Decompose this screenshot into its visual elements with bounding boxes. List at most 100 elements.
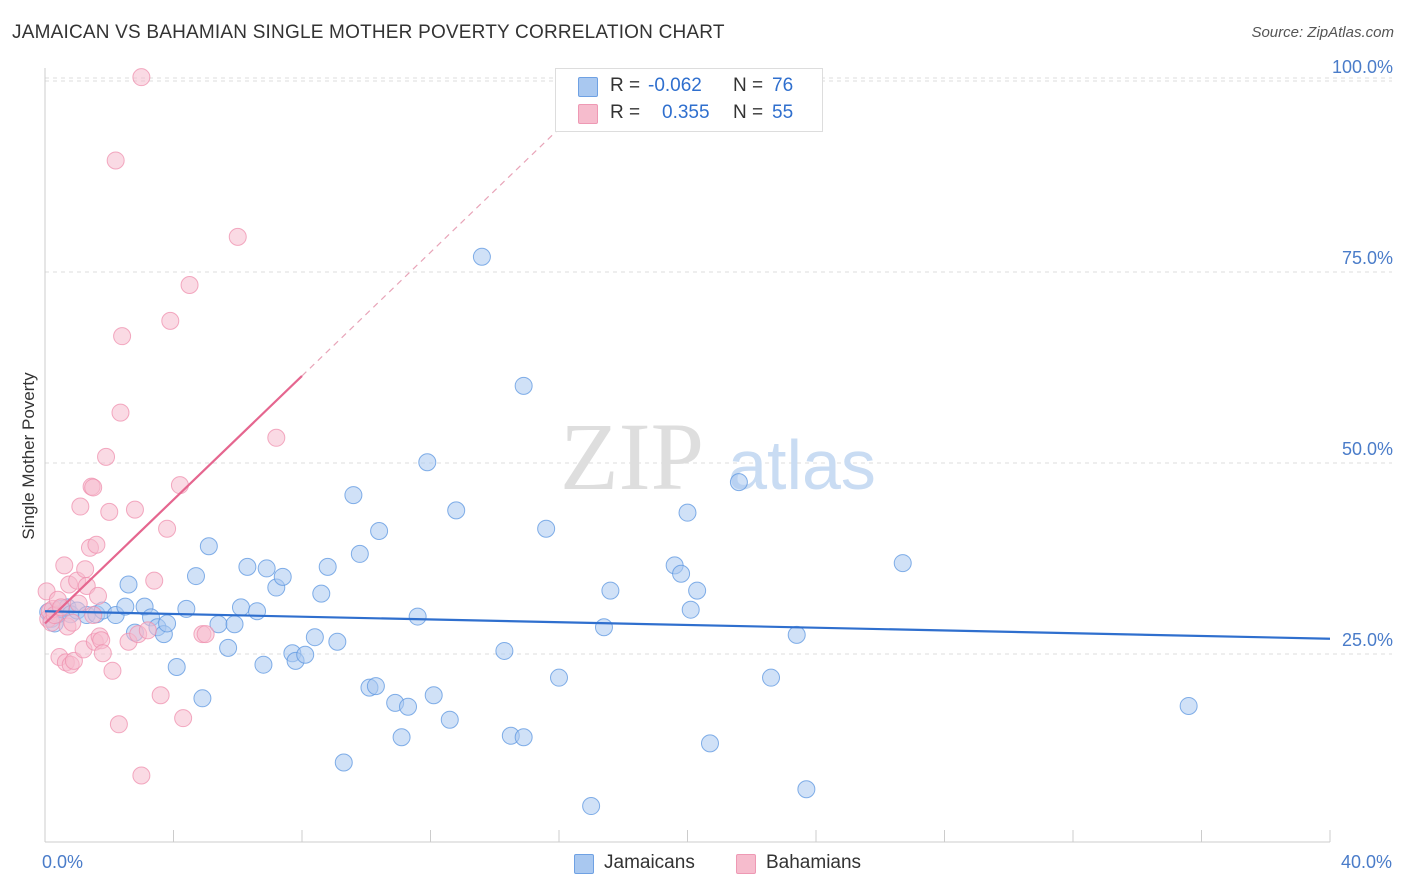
data-point	[116, 597, 135, 616]
correlation-legend: R = -0.062 N = 76 R = 0.355 N = 55	[555, 68, 823, 132]
data-point	[100, 502, 119, 521]
data-point	[514, 728, 533, 747]
data-point	[893, 554, 912, 573]
data-point	[440, 710, 459, 729]
data-point	[64, 651, 83, 670]
data-point	[225, 615, 244, 634]
series-legend: Jamaicans Bahamians	[0, 852, 1406, 878]
data-point	[87, 535, 106, 554]
data-point	[170, 476, 189, 495]
legend-swatch-jamaicans	[578, 77, 598, 97]
data-point	[158, 614, 177, 633]
data-point	[267, 428, 286, 447]
y-tick-label: 50.0%	[1342, 439, 1393, 459]
data-point	[350, 544, 369, 563]
data-point	[392, 728, 411, 747]
data-point	[103, 661, 122, 680]
legend-r-label: R =	[610, 75, 641, 96]
data-point	[312, 584, 331, 603]
data-point	[328, 632, 347, 651]
legend-label-jamaicans: Jamaicans	[604, 852, 695, 873]
data-point	[138, 621, 157, 640]
data-point	[254, 655, 273, 674]
y-tick-label: 100.0%	[1332, 57, 1393, 77]
trend-layer	[44, 97, 1331, 640]
data-point	[495, 641, 514, 660]
data-point	[334, 753, 353, 772]
data-point	[248, 602, 267, 621]
data-point	[472, 247, 491, 266]
data-point	[71, 497, 90, 516]
data-point	[550, 668, 568, 687]
data-point	[113, 327, 132, 346]
data-point	[145, 571, 164, 590]
series-jamaicans	[39, 247, 1198, 816]
data-point	[787, 625, 806, 644]
y-axis-label: Single Mother Poverty	[19, 372, 38, 540]
data-point	[681, 600, 700, 619]
legend-r-value: 0.355	[662, 102, 710, 123]
data-point	[344, 486, 363, 505]
trend-line-bahamians	[44, 375, 303, 625]
chart-title: JAMAICAN VS BAHAMIAN SINGLE MOTHER POVER…	[12, 22, 725, 43]
data-point	[688, 581, 707, 600]
trend-line-extension-bahamians	[301, 97, 592, 377]
axes	[44, 68, 1331, 843]
data-point	[797, 780, 816, 799]
data-point	[93, 644, 112, 663]
data-point	[97, 447, 116, 466]
data-point	[77, 577, 96, 596]
data-point	[193, 689, 212, 708]
data-point	[180, 275, 199, 294]
data-point	[1179, 696, 1198, 715]
legend-swatch-bahamians	[736, 854, 756, 874]
legend-n-value: 76	[772, 75, 794, 96]
data-point	[109, 715, 128, 734]
series-bahamians	[37, 68, 286, 785]
data-point	[84, 478, 103, 497]
x-tick-label-max: 40.0%	[1340, 852, 1392, 872]
data-point	[296, 645, 315, 664]
data-point	[158, 519, 177, 538]
trend-line-jamaicans	[44, 610, 1331, 640]
data-point	[257, 559, 276, 578]
data-point	[582, 797, 601, 816]
data-point	[84, 606, 103, 625]
legend-swatch-bahamians	[578, 104, 598, 124]
data-point	[729, 473, 748, 492]
data-point	[514, 376, 533, 395]
watermark: ZIP atlas	[560, 403, 876, 510]
data-point	[318, 557, 337, 576]
data-point	[594, 618, 613, 637]
data-point	[76, 560, 95, 579]
legend-n-value: 55	[772, 102, 794, 123]
y-tick-label: 75.0%	[1342, 248, 1393, 268]
data-point	[305, 628, 324, 647]
data-point	[601, 581, 620, 600]
data-point	[132, 766, 151, 785]
data-point	[762, 668, 781, 687]
data-point	[366, 677, 385, 696]
y-tick-labels: 25.0% 50.0% 75.0% 100.0%	[1332, 57, 1393, 650]
data-point	[231, 598, 250, 617]
x-tick-label-min: 0.0%	[42, 852, 84, 872]
data-point	[447, 501, 466, 520]
data-point	[399, 697, 418, 716]
data-point	[537, 519, 556, 538]
data-point	[678, 503, 697, 522]
data-point	[219, 638, 238, 657]
data-point	[370, 521, 389, 540]
legend-n-label: N =	[733, 75, 764, 96]
data-point	[89, 586, 108, 605]
data-point	[700, 734, 719, 753]
data-point	[228, 227, 247, 246]
chart-source: Source: ZipAtlas.com	[1251, 24, 1394, 41]
data-point	[119, 575, 138, 594]
watermark-zip: ZIP	[560, 403, 704, 510]
data-point	[199, 537, 218, 556]
data-point	[186, 567, 205, 586]
legend-r-label: R =	[610, 102, 641, 123]
data-point	[167, 657, 186, 676]
legend-swatch-jamaicans	[574, 854, 594, 874]
data-point	[273, 567, 292, 586]
